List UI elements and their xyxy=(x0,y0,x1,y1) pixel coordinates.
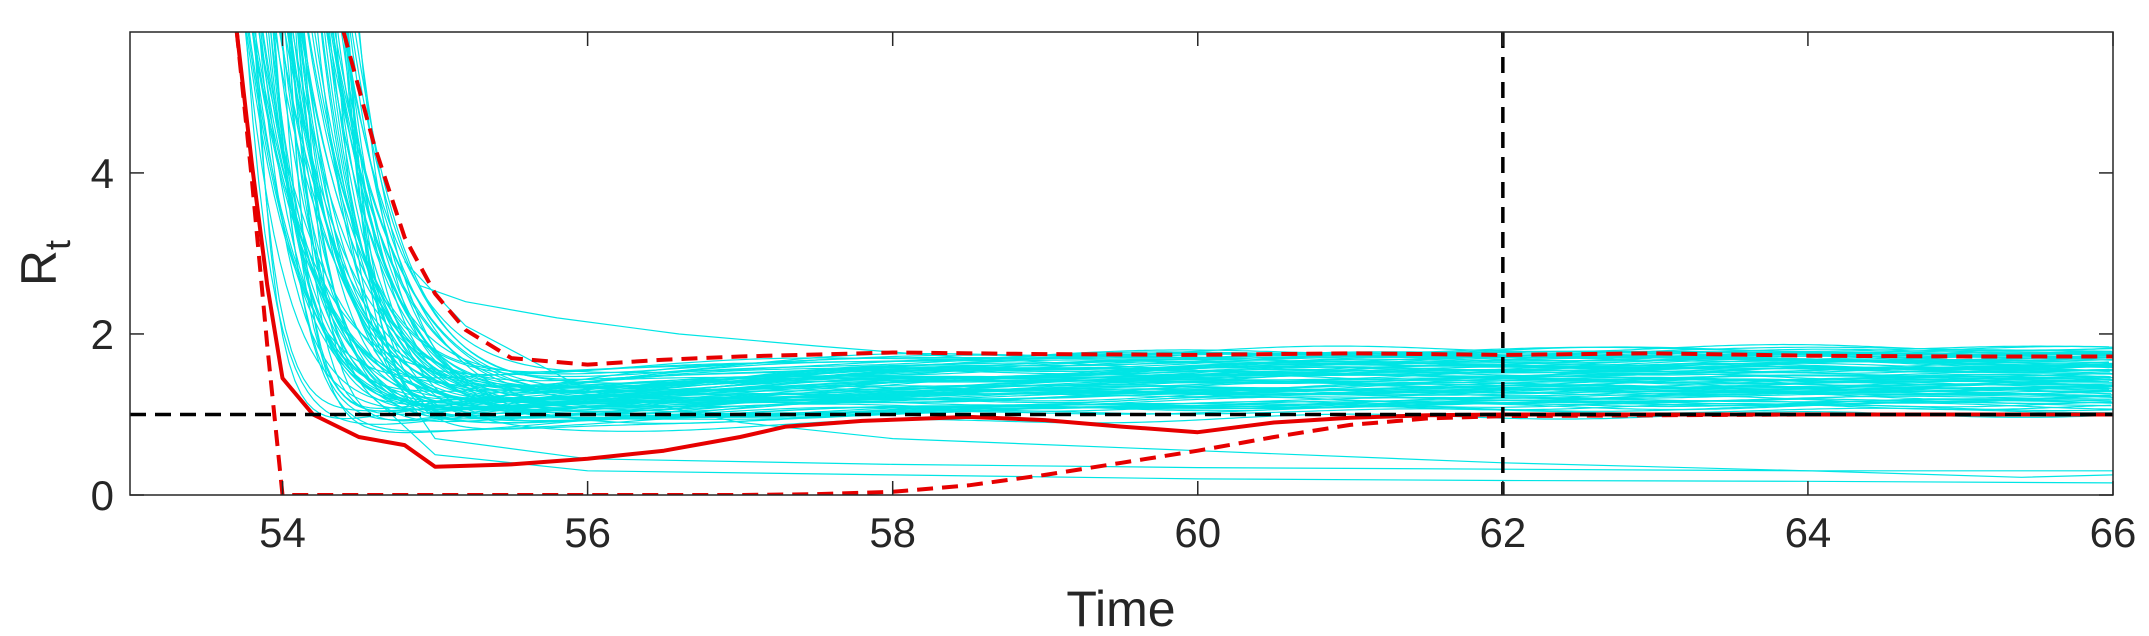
ensemble-line xyxy=(342,32,2111,374)
ensemble-line xyxy=(328,32,2113,392)
ensemble-line xyxy=(286,32,2111,391)
x-axis-label: Time xyxy=(1066,581,1175,636)
y-axis-label-subscript: t xyxy=(37,240,78,250)
ensemble-line xyxy=(335,32,2113,404)
y-tick-label: 4 xyxy=(91,150,114,197)
ensemble-line xyxy=(326,32,2109,400)
ensemble-line xyxy=(252,32,2113,402)
ensemble-line xyxy=(284,32,2113,382)
ensemble-lines xyxy=(244,32,2113,484)
x-tick-label: 64 xyxy=(1785,509,1832,556)
series-line-dashed xyxy=(341,32,2113,367)
ensemble-line xyxy=(337,32,2113,388)
ensemble-line xyxy=(290,32,2110,402)
y-axis-ticks: 0 2 4 xyxy=(91,150,2113,519)
ensemble-line xyxy=(244,32,2111,411)
ensemble-line xyxy=(347,32,2113,411)
y-axis-label: Rt xyxy=(11,240,78,286)
ensemble-line xyxy=(275,32,2110,424)
ensemble-line xyxy=(332,32,2113,389)
ensemble-line xyxy=(354,32,2113,380)
ensemble-line xyxy=(351,32,2113,384)
ensemble-line xyxy=(326,32,2113,375)
ensemble-line xyxy=(334,32,2110,390)
ensemble-line xyxy=(311,32,2111,373)
ensemble-line xyxy=(332,32,2112,388)
ensemble-line xyxy=(358,32,2113,387)
ensemble-line xyxy=(340,32,2111,400)
ensemble-line xyxy=(297,32,2109,403)
ensemble-line xyxy=(265,32,2112,411)
y-tick-label: 0 xyxy=(91,472,114,519)
ensemble-line xyxy=(301,32,2113,404)
ensemble-line xyxy=(344,32,2110,418)
ensemble-line xyxy=(290,32,2113,403)
ensemble-line xyxy=(270,32,2111,392)
ensemble-line xyxy=(281,32,2113,413)
ensemble-line xyxy=(301,32,2112,393)
ensemble-line xyxy=(324,32,2113,401)
x-tick-label: 62 xyxy=(1479,509,1526,556)
ensemble-line xyxy=(247,32,2112,401)
ensemble-line xyxy=(274,32,2111,393)
y-axis-label-main: R xyxy=(11,250,67,286)
ensemble-line xyxy=(261,32,2113,400)
ensemble-line xyxy=(272,32,2113,411)
svg-text:Rt: Rt xyxy=(11,240,78,286)
x-tick-label: 58 xyxy=(869,509,916,556)
ensemble-line xyxy=(331,32,2110,401)
ensemble-line xyxy=(292,32,2113,394)
ensemble-line xyxy=(254,32,2113,376)
ensemble-line xyxy=(295,32,2111,415)
ensemble-line xyxy=(292,32,2112,409)
ensemble-line xyxy=(327,132,2113,472)
reference-lines xyxy=(130,32,2113,495)
ensemble-line xyxy=(327,32,2112,404)
ensemble-line xyxy=(327,32,2113,432)
ensemble-line xyxy=(321,32,2113,399)
ensemble-line xyxy=(300,32,2111,405)
ensemble-line xyxy=(258,32,2113,387)
ensemble-line xyxy=(404,261,2113,478)
ensemble-line xyxy=(251,32,2109,411)
series-line-dashed xyxy=(234,32,2113,495)
ensemble-line xyxy=(288,32,2112,419)
x-tick-label: 54 xyxy=(259,509,306,556)
x-axis-ticks: 54 56 58 60 62 64 66 xyxy=(259,32,2136,556)
ensemble-line xyxy=(258,32,2113,406)
ensemble-line xyxy=(246,32,2111,379)
ensemble-line xyxy=(307,32,2113,378)
x-tick-label: 60 xyxy=(1174,509,1221,556)
x-tick-label: 66 xyxy=(2090,509,2137,556)
y-tick-label: 2 xyxy=(91,311,114,358)
ensemble-line xyxy=(299,32,2113,394)
ensemble-line xyxy=(288,32,2113,387)
ensemble-line xyxy=(251,32,2113,404)
ensemble-line xyxy=(320,32,2111,401)
ensemble-line xyxy=(307,32,2112,415)
ensemble-line xyxy=(331,32,2111,392)
plot-frame xyxy=(129,31,2114,496)
ensemble-line xyxy=(268,32,2113,408)
ensemble-line xyxy=(317,32,2109,403)
x-tick-label: 56 xyxy=(564,509,611,556)
